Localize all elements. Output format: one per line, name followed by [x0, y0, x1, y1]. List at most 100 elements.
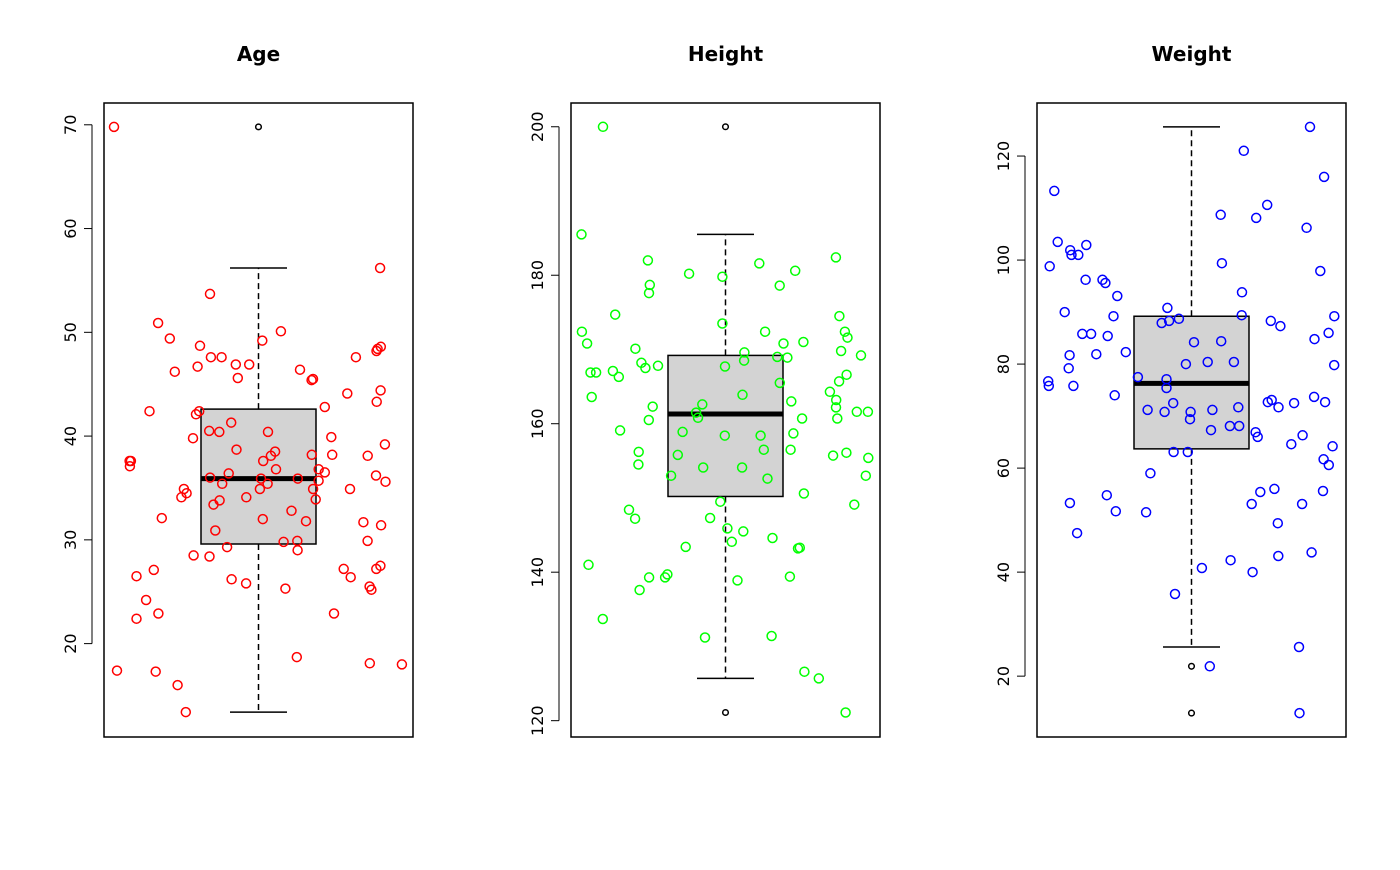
- data-point: [1286, 438, 1297, 450]
- data-point: [633, 446, 644, 458]
- data-point: [379, 439, 391, 450]
- data-point: [210, 525, 221, 536]
- data-point: [737, 389, 748, 401]
- data-point: [1216, 257, 1228, 269]
- data-point: [370, 470, 382, 481]
- data-point: [362, 450, 373, 462]
- data-point: [1329, 310, 1340, 322]
- data-point: [232, 372, 244, 384]
- data-point: [1042, 376, 1054, 387]
- data-point: [203, 425, 215, 437]
- data-point: [190, 409, 202, 420]
- data-point: [262, 478, 273, 490]
- data-point: [342, 388, 353, 399]
- data-point: [1272, 517, 1284, 529]
- data-point: [644, 279, 656, 291]
- data-point: [231, 444, 242, 455]
- data-point: [1296, 498, 1308, 510]
- data-point: [1182, 446, 1194, 458]
- data-point: [609, 309, 621, 320]
- data-point: [1100, 277, 1111, 289]
- data-point: [1250, 426, 1261, 438]
- outlier-point: [721, 123, 730, 131]
- data-point: [1261, 199, 1273, 211]
- data-point: [225, 417, 237, 428]
- data-point: [1184, 413, 1196, 425]
- data-point: [697, 399, 708, 410]
- data-point: [193, 405, 205, 417]
- data-point: [1064, 497, 1076, 509]
- y-tick-label: 60: [994, 458, 1013, 478]
- data-point: [1275, 320, 1286, 332]
- data-point: [1110, 506, 1122, 517]
- data-point: [380, 476, 391, 487]
- data-point: [243, 359, 255, 370]
- data-point: [1052, 236, 1063, 248]
- data-point: [1085, 328, 1097, 340]
- data-point: [1273, 550, 1284, 562]
- data-point: [1043, 380, 1055, 392]
- data-point: [1233, 402, 1244, 413]
- data-point: [613, 371, 625, 383]
- data-point: [736, 462, 748, 473]
- data-point: [849, 499, 860, 510]
- data-point: [796, 413, 808, 424]
- data-point: [833, 376, 845, 387]
- data-point: [830, 252, 842, 263]
- data-point: [1120, 346, 1132, 358]
- y-tick-label: 80: [994, 354, 1013, 374]
- data-point: [1247, 566, 1258, 578]
- data-point: [1044, 261, 1055, 272]
- data-point: [204, 551, 215, 562]
- data-point: [292, 473, 304, 484]
- outlier-point: [1187, 709, 1196, 717]
- data-point: [310, 494, 321, 505]
- data-point: [1323, 327, 1334, 339]
- data-point: [672, 449, 684, 461]
- data-point: [755, 430, 766, 441]
- data-point: [683, 268, 695, 279]
- data-point: [1097, 274, 1108, 286]
- data-point: [855, 350, 867, 361]
- data-point: [607, 365, 619, 377]
- data-point: [1080, 274, 1091, 286]
- data-point: [738, 355, 750, 366]
- data-point: [739, 347, 750, 358]
- data-point: [738, 526, 749, 537]
- data-point: [799, 666, 810, 677]
- data-point: [152, 317, 164, 329]
- data-point: [240, 578, 252, 589]
- data-point: [1169, 588, 1181, 600]
- data-point: [1301, 222, 1312, 234]
- data-point: [344, 483, 356, 495]
- data-point: [1159, 406, 1170, 418]
- data-point: [1328, 359, 1340, 371]
- data-point: [1228, 356, 1240, 368]
- data-point: [1188, 336, 1200, 348]
- data-point: [784, 571, 796, 582]
- data-point: [597, 121, 609, 133]
- data-point: [576, 326, 588, 337]
- data-point: [188, 550, 199, 561]
- data-point: [1077, 328, 1088, 340]
- data-point: [643, 414, 655, 426]
- data-point: [1319, 396, 1331, 408]
- data-point: [798, 336, 809, 348]
- data-point: [156, 512, 168, 524]
- data-point: [371, 345, 382, 357]
- data-point: [254, 483, 266, 495]
- y-tick-label: 120: [994, 141, 1013, 172]
- outlier-point: [254, 123, 263, 131]
- data-point: [692, 412, 704, 424]
- data-point: [1327, 441, 1338, 452]
- data-point: [1269, 483, 1280, 495]
- data-point: [326, 449, 338, 461]
- data-point: [140, 594, 152, 606]
- data-point: [862, 406, 874, 418]
- data-point: [1255, 486, 1266, 498]
- data-point: [1132, 371, 1144, 383]
- data-point: [313, 464, 324, 475]
- data-point: [181, 487, 192, 499]
- data-point: [1273, 402, 1284, 413]
- data-point: [1167, 397, 1179, 409]
